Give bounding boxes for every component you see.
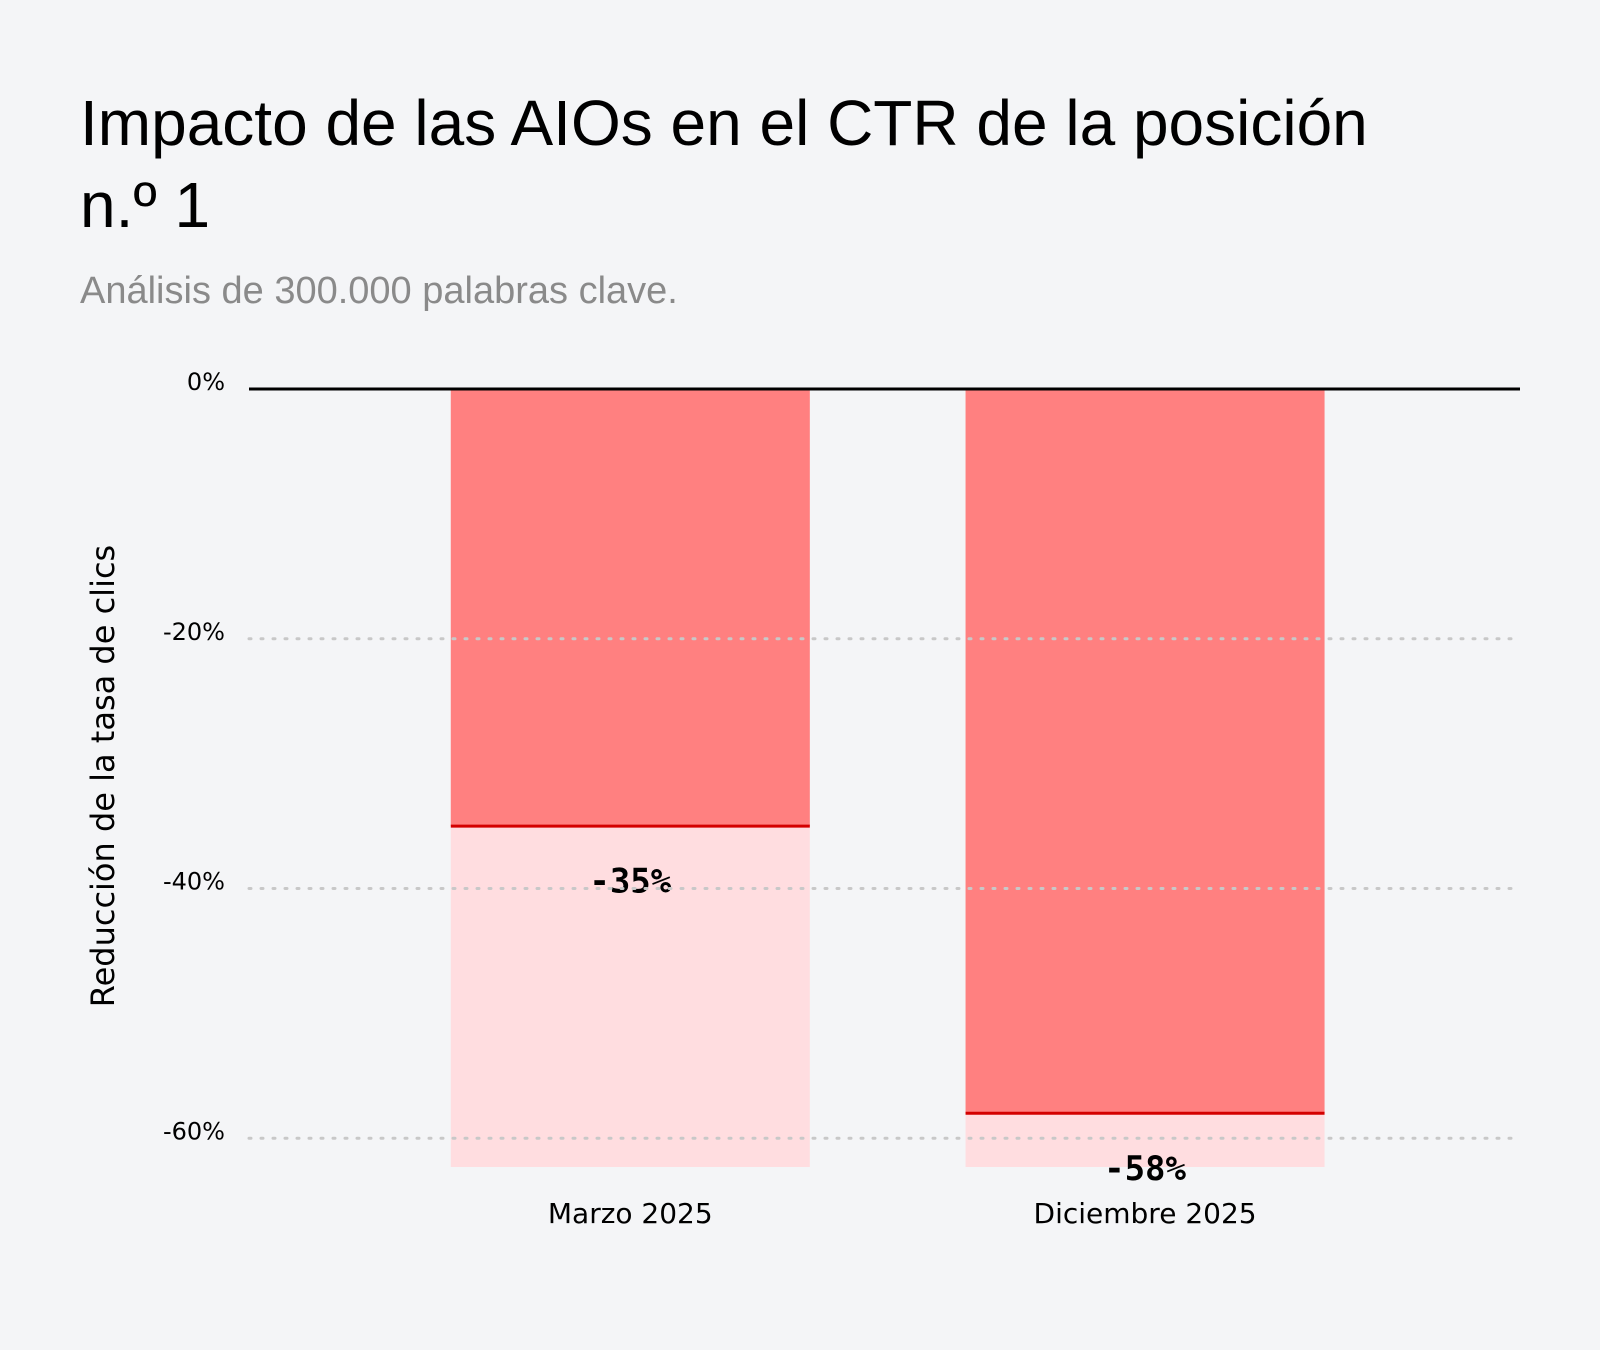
bar xyxy=(965,389,1325,1114)
y-tick-label: -40% xyxy=(163,868,225,896)
y-tick-label: -60% xyxy=(163,1117,225,1145)
x-tick-label: Marzo 2025 xyxy=(548,1197,713,1230)
y-tick-label: 0% xyxy=(187,368,225,396)
y-tick-label: -20% xyxy=(163,618,225,646)
bar xyxy=(450,389,810,827)
value-label: -35% xyxy=(589,862,671,902)
chart-subtitle: Análisis de 300.000 palabras clave. xyxy=(80,270,678,312)
y-axis-label: Reducción de la tasa de clics xyxy=(84,545,122,1007)
x-tick-label: Diciembre 2025 xyxy=(1034,1197,1257,1230)
value-label: -58% xyxy=(1104,1149,1186,1189)
chart-title: Impacto de las AIOs en el CTR de la posi… xyxy=(80,87,1368,241)
